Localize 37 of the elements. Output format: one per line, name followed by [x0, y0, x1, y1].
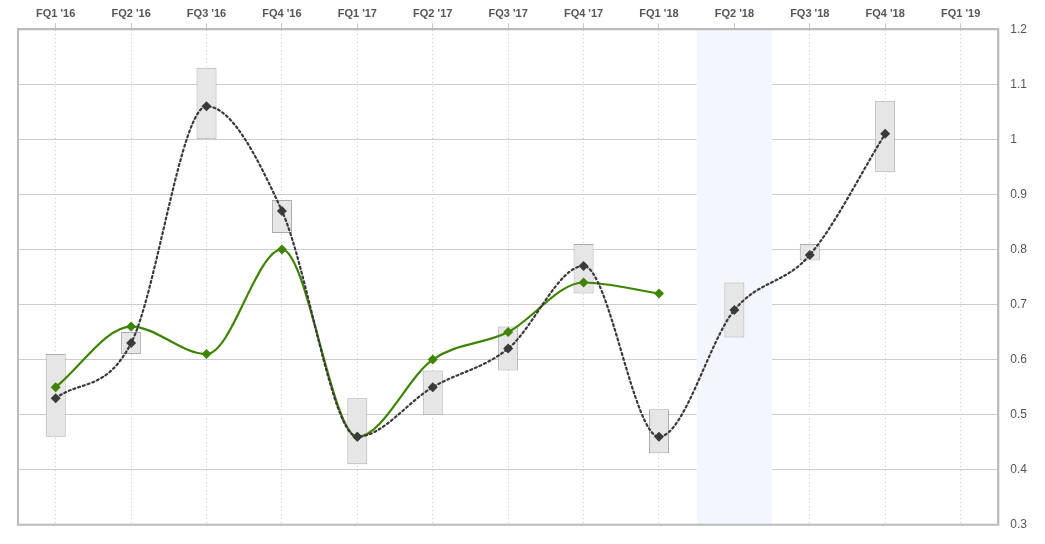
point: [880, 128, 891, 139]
point: [126, 321, 137, 332]
point: [276, 244, 287, 255]
point: [503, 327, 514, 338]
point: [201, 349, 212, 360]
x-tick-label: FQ4 '17: [563, 6, 604, 19]
x-tick-label: FQ3 '16: [186, 6, 227, 19]
y-tick-label: 0.7: [1010, 296, 1028, 311]
x-tick-label: FQ1 '17: [337, 6, 377, 19]
x-tick-label: FQ1 '18: [639, 6, 679, 19]
x-tick-label: FQ2 '17: [413, 6, 453, 19]
point: [276, 205, 287, 216]
point: [50, 382, 61, 393]
y-tick-label: 0.3: [1010, 517, 1028, 532]
y-tick-label: 1.2: [1010, 21, 1028, 36]
x-tick-label: FQ3 '17: [488, 6, 528, 19]
y-tick-label: 0.4: [1010, 462, 1028, 477]
point: [578, 277, 589, 288]
point: [653, 288, 664, 299]
x-tick-label: FQ3 '18: [790, 6, 830, 19]
x-tick-label: FQ4 '16: [262, 6, 302, 19]
x-tick-label: FQ2 '16: [111, 6, 151, 19]
y-tick-label: 0.5: [1010, 406, 1028, 421]
y-tick-label: 0.8: [1010, 241, 1028, 256]
y-tick-label: 1.1: [1010, 76, 1028, 91]
point: [729, 305, 740, 316]
point: [427, 354, 438, 365]
x-tick-label: FQ1 '19: [940, 6, 981, 19]
point: [201, 101, 212, 112]
y-tick-label: 1: [1010, 131, 1018, 146]
x-tick-label: FQ1 '16: [36, 6, 76, 19]
point: [50, 393, 61, 404]
x-tick-label: FQ2 '18: [714, 6, 755, 19]
point: [578, 260, 589, 271]
y-tick-label: 0.6: [1010, 351, 1028, 366]
y-tick-label: 0.9: [1010, 186, 1028, 201]
x-tick-label: FQ4 '18: [865, 6, 905, 19]
